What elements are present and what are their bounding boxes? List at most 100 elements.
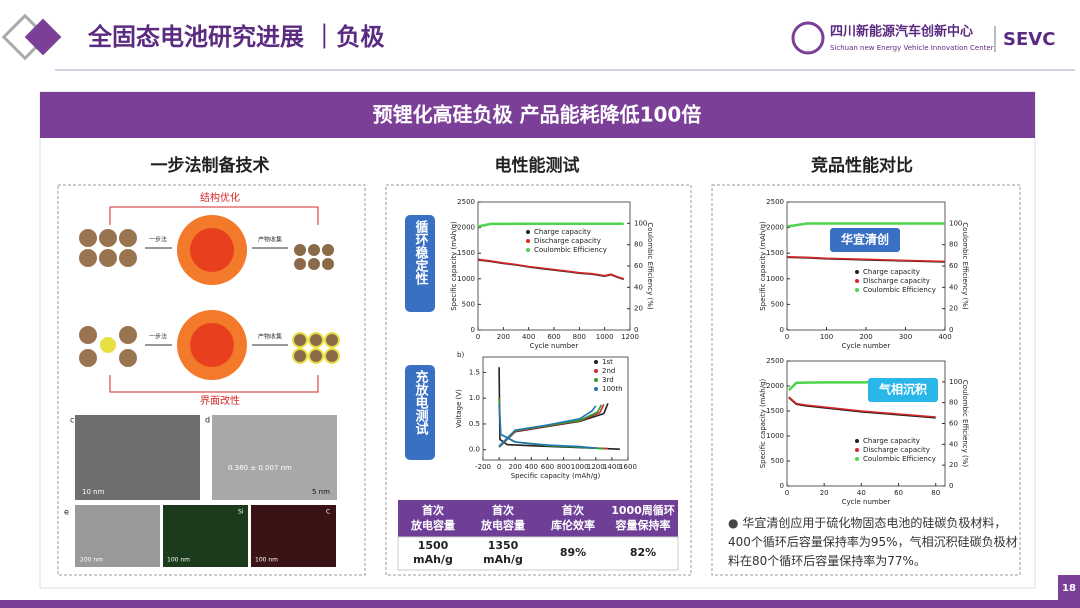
x-tick-label: 0 bbox=[785, 333, 789, 341]
lattice-label: 0.380 ± 0.007 nm bbox=[228, 464, 292, 472]
scale-bar: 5 nm bbox=[312, 488, 330, 496]
scale-bar: 200 nm bbox=[80, 557, 103, 564]
table-header-cell: 1000周循环 bbox=[611, 503, 675, 517]
legend-marker bbox=[594, 378, 598, 382]
x-tick-label: 60 bbox=[894, 489, 903, 497]
table-cell: 1500 bbox=[418, 539, 449, 552]
y-axis-label: Specific capacity (mAh/g) bbox=[450, 221, 458, 311]
column-title: 电性能测试 bbox=[495, 155, 580, 176]
legend-label: 1st bbox=[602, 358, 613, 366]
y-tick-label: 0 bbox=[949, 482, 953, 490]
legend-label: Charge capacity bbox=[534, 228, 591, 236]
series-line bbox=[788, 396, 936, 418]
table-header-cell: 首次 bbox=[422, 503, 444, 517]
tem-image bbox=[75, 415, 200, 500]
series-line bbox=[498, 403, 597, 449]
map-label: Si bbox=[238, 509, 244, 516]
legend-label: Discharge capacity bbox=[863, 446, 930, 454]
org-name-en: Sichuan new Energy Vehicle Innovation Ce… bbox=[830, 44, 994, 52]
column-box bbox=[57, 184, 366, 576]
x-tick-label: 200 bbox=[497, 333, 510, 341]
x-tick-label: 0 bbox=[476, 333, 480, 341]
hrtem-image bbox=[212, 415, 337, 500]
panel-letter: b) bbox=[457, 351, 464, 359]
c-map bbox=[251, 505, 336, 567]
si-map bbox=[163, 505, 248, 567]
diagram-step: 一步法 bbox=[149, 333, 167, 341]
x-tick-label: 200 bbox=[859, 333, 872, 341]
legend-label: Coulombic Efficiency bbox=[534, 246, 607, 254]
tag bbox=[405, 215, 435, 312]
annotation: 华宜清创 bbox=[841, 232, 889, 247]
x-tick-label: 600 bbox=[541, 463, 554, 471]
table-header-cell: 容量保持率 bbox=[615, 518, 671, 532]
x-tick-label: 1200 bbox=[587, 463, 605, 471]
panel-letter: e bbox=[64, 508, 69, 517]
plot-frame bbox=[482, 356, 629, 461]
legend-marker bbox=[594, 360, 598, 364]
y-tick-label: 2500 bbox=[457, 198, 475, 206]
legend-marker bbox=[594, 369, 598, 373]
bracket bbox=[109, 206, 319, 225]
x-tick-label: 1000 bbox=[571, 463, 589, 471]
column-title: 一步法制备技术 bbox=[151, 155, 270, 176]
series-line bbox=[787, 256, 946, 263]
y-tick-label: 60 bbox=[949, 420, 958, 428]
series-line bbox=[477, 258, 624, 280]
table-header-cell: 首次 bbox=[562, 503, 584, 517]
x-tick-label: 200 bbox=[509, 463, 522, 471]
x-tick-label: 300 bbox=[899, 333, 912, 341]
y-tick-label: 0 bbox=[780, 326, 784, 334]
table-cell: 1350 bbox=[488, 539, 519, 552]
y-tick-label: 100 bbox=[634, 219, 647, 227]
page-badge bbox=[1058, 575, 1080, 600]
annotation: 气相沉积 bbox=[878, 382, 927, 397]
legend-label: Charge capacity bbox=[863, 437, 920, 445]
legend-marker bbox=[855, 288, 859, 292]
x-tick-label: 1000 bbox=[596, 333, 614, 341]
slide-title: 全固态电池研究进展 ｜负极 bbox=[87, 23, 384, 51]
y-tick-label: 2500 bbox=[766, 357, 784, 365]
table-header-cell: 库伦效率 bbox=[551, 518, 595, 532]
series-line bbox=[787, 222, 945, 228]
scale-bar: 100 nm bbox=[167, 557, 190, 564]
x-tick-label: 1600 bbox=[619, 463, 637, 471]
legend-marker bbox=[855, 448, 859, 452]
banner-text: 预锂化高硅负极 产品能耗降低100倍 bbox=[373, 103, 702, 127]
y-tick-label: 2000 bbox=[766, 382, 784, 390]
y-tick-label: 1000 bbox=[457, 275, 475, 283]
y-tick-label: 0 bbox=[471, 326, 475, 334]
legend-label: Charge capacity bbox=[863, 268, 920, 276]
legend-label: 100th bbox=[602, 385, 623, 393]
footer-bar bbox=[0, 600, 1080, 608]
scale-bar: 100 nm bbox=[255, 557, 278, 564]
x-tick-label: 800 bbox=[557, 463, 570, 471]
legend-marker bbox=[526, 248, 530, 252]
legend-label: 2nd bbox=[602, 367, 615, 375]
panel-letter: d bbox=[205, 416, 210, 425]
y-tick-label: 1.0 bbox=[469, 394, 480, 402]
legend-marker bbox=[526, 230, 530, 234]
table-header-cell: 首次 bbox=[492, 503, 514, 517]
legend-marker bbox=[526, 239, 530, 243]
table-cell: mAh/g bbox=[483, 553, 523, 566]
y-tick-label: 1500 bbox=[766, 407, 784, 415]
column-box bbox=[385, 184, 692, 576]
y-tick-label: 80 bbox=[949, 399, 958, 407]
page-number: 18 bbox=[1062, 583, 1076, 594]
table-cell: 89% bbox=[560, 546, 586, 559]
y-tick-label: 0 bbox=[949, 326, 953, 334]
org-logo bbox=[791, 21, 825, 55]
x-tick-label: 1400 bbox=[603, 463, 621, 471]
y-axis-label: Specific capacity (mAh/g) bbox=[759, 378, 767, 468]
legend-label: Discharge capacity bbox=[863, 277, 930, 285]
x-tick-label: 40 bbox=[857, 489, 866, 497]
y2-axis-label: Coulombic Efficiency (%) bbox=[961, 222, 969, 309]
y-tick-label: 0 bbox=[634, 326, 638, 334]
y-tick-label: 20 bbox=[949, 305, 958, 313]
x-tick-label: -200 bbox=[475, 463, 491, 471]
sem-image bbox=[75, 505, 160, 567]
y-tick-label: 2500 bbox=[766, 198, 784, 206]
legend-label: Discharge capacity bbox=[534, 237, 601, 245]
y-tick-label: 1500 bbox=[766, 249, 784, 257]
